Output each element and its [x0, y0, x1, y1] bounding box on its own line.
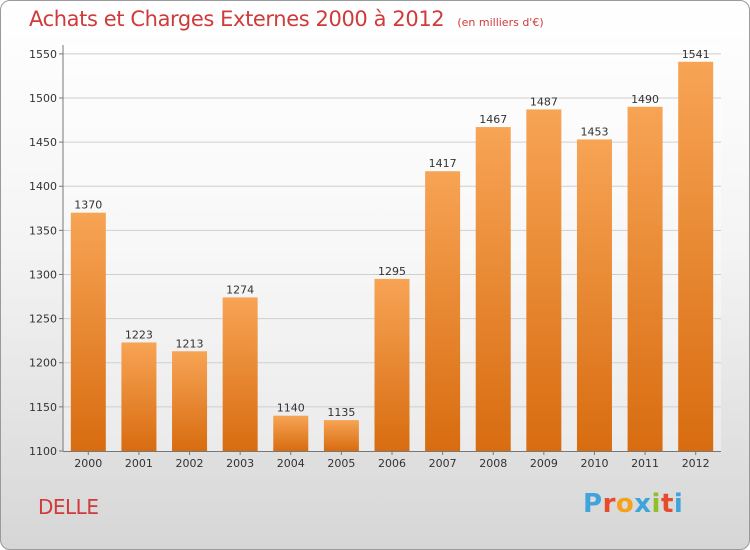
y-tick-label: 1250: [29, 313, 57, 326]
bar: [678, 61, 714, 452]
x-tick-label: 2011: [631, 457, 659, 470]
y-tick-label: 1150: [29, 401, 57, 414]
logo-letter: t: [660, 489, 674, 519]
x-ticks-group: 2000 2001 2002 2003 2004 2005 2006 2007 2008 2009…: [74, 451, 710, 470]
x-tick-label: 2012: [682, 457, 710, 470]
y-ticks-group: 1100 1150 1200 1250 1300 1350 1400 1450 1500 1550: [29, 48, 63, 458]
x-tick-label: 2005: [327, 457, 355, 470]
bar: [323, 420, 359, 451]
y-tick-label: 1350: [29, 224, 57, 237]
data-label: 1467: [479, 113, 507, 126]
data-label: 1223: [125, 328, 153, 341]
chart-title: Achats et Charges Externes 2000 à 2012: [29, 7, 445, 31]
bar: [526, 109, 562, 452]
logo-letter: o: [615, 489, 635, 519]
bar: [475, 127, 511, 451]
bar: [172, 351, 208, 451]
y-tick-label: 1100: [29, 445, 57, 458]
data-label: 1274: [226, 283, 254, 296]
bar: [627, 106, 663, 452]
logo-letter: x: [634, 489, 652, 519]
data-label: 1140: [277, 402, 305, 415]
data-label: 1370: [74, 199, 102, 212]
logo-letter: r: [602, 489, 616, 519]
commune-name: DELLE: [38, 495, 99, 519]
bar: [576, 139, 612, 451]
chart-subtitle: (en milliers d'€): [457, 16, 544, 29]
x-tick-label: 2000: [74, 457, 102, 470]
bars-group: [70, 61, 714, 452]
x-tick-label: 2004: [277, 457, 305, 470]
x-tick-label: 2008: [479, 457, 507, 470]
data-label: 1490: [631, 93, 659, 106]
proxiti-logo: Proxiti: [583, 489, 683, 519]
data-label: 1295: [378, 265, 406, 278]
y-tick-label: 1400: [29, 180, 57, 193]
x-tick-label: 2006: [378, 457, 406, 470]
title-block: Achats et Charges Externes 2000 à 2012 (…: [29, 7, 544, 31]
bar: [374, 278, 410, 451]
y-tick-label: 1200: [29, 357, 57, 370]
value-labels-group: 1370 1223 1213 1274 1140 1135 1295 1417 1467 1487…: [74, 48, 709, 419]
data-label: 1213: [176, 337, 204, 350]
logo-letter: i: [651, 489, 661, 519]
data-label: 1135: [327, 406, 355, 419]
y-tick-label: 1500: [29, 92, 57, 105]
logo-letter: i: [673, 489, 684, 519]
x-tick-label: 2007: [429, 457, 457, 470]
x-tick-label: 2003: [226, 457, 254, 470]
data-label: 1487: [530, 95, 558, 108]
y-tick-label: 1300: [29, 268, 57, 281]
logo-letter: P: [583, 489, 603, 519]
x-tick-label: 2010: [580, 457, 608, 470]
x-tick-label: 2001: [125, 457, 153, 470]
bar: [425, 171, 461, 451]
y-tick-label: 1550: [29, 48, 57, 61]
bar: [121, 342, 157, 451]
bar: [273, 415, 309, 451]
x-tick-label: 2002: [176, 457, 204, 470]
x-tick-label: 2009: [530, 457, 558, 470]
bar: [70, 212, 106, 451]
y-tick-label: 1450: [29, 136, 57, 149]
data-label: 1417: [429, 157, 457, 170]
data-label: 1541: [682, 48, 710, 61]
bar: [222, 297, 258, 451]
data-label: 1453: [580, 125, 608, 138]
